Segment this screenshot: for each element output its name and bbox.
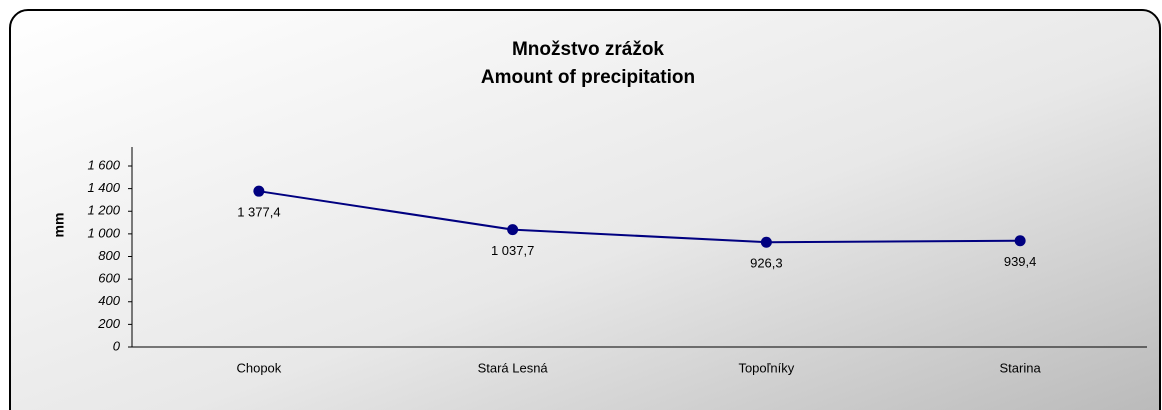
- data-label: 1 037,7: [491, 243, 534, 258]
- y-tick-label: 0: [113, 338, 121, 353]
- y-tick-label: 1 000: [87, 225, 120, 240]
- y-tick-label: 200: [97, 316, 120, 331]
- data-label: 1 377,4: [237, 205, 280, 220]
- x-tick-label: Chopok: [236, 360, 281, 375]
- data-point: [1014, 235, 1026, 247]
- data-point: [253, 185, 265, 197]
- chart-title: Množstvo zrážok: [512, 39, 664, 60]
- x-tick-label: Starina: [1000, 360, 1042, 375]
- y-tick-label: 1 200: [87, 203, 120, 218]
- y-tick-label: 400: [98, 293, 120, 308]
- data-point: [507, 224, 519, 236]
- y-axis-label: mm: [51, 213, 67, 238]
- x-tick-label: Topoľníky: [738, 360, 794, 375]
- chart-subtitle: Amount of precipitation: [481, 67, 695, 88]
- data-point: [760, 236, 772, 248]
- y-tick-label: 800: [98, 248, 120, 263]
- chart-frame: [9, 9, 1161, 410]
- data-label: 939,4: [1004, 254, 1037, 269]
- data-label: 926,3: [750, 256, 783, 271]
- x-tick-label: Stará Lesná: [478, 360, 549, 375]
- y-tick-label: 600: [98, 271, 120, 286]
- series-line: [258, 190, 1021, 244]
- y-tick-label: 1 400: [87, 180, 120, 195]
- y-tick-label: 1 600: [87, 157, 120, 172]
